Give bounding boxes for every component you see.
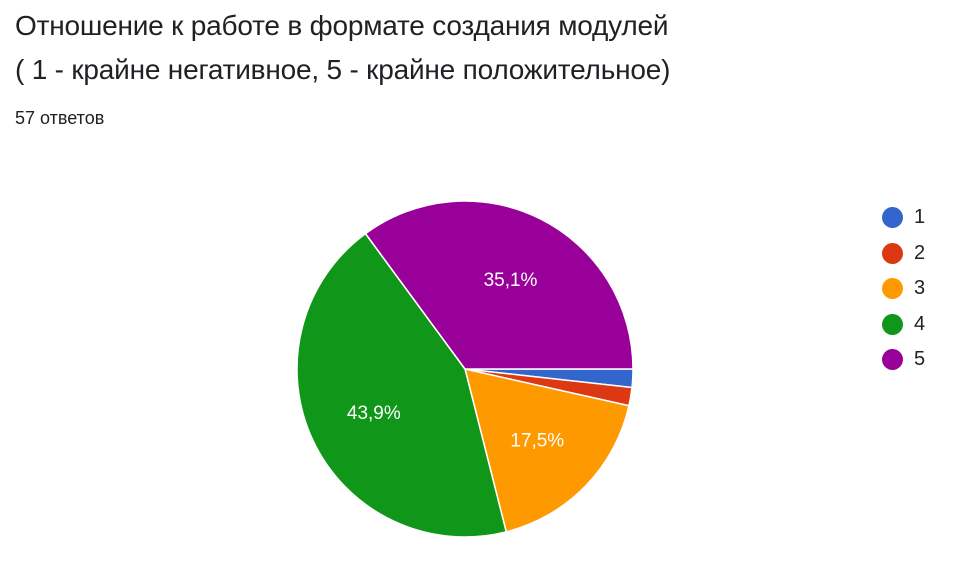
legend-dot-icon [882,207,903,229]
legend-item-4[interactable]: 4 [882,307,925,343]
pie-slice-5[interactable] [364,200,634,370]
pie-slice-3[interactable] [463,368,630,533]
legend-item-5[interactable]: 5 [882,342,925,378]
legend-item-1[interactable]: 1 [882,200,925,236]
legend-dot-icon [882,242,903,264]
title-line-1: Отношение к работе в формате создания мо… [15,10,669,41]
slice-label-3: 17,5% [510,430,564,451]
title-line-2: ( 1 - крайне негативное, 5 - крайне поло… [15,54,671,85]
legend-dot-icon [882,349,903,371]
pie-slice-4[interactable] [296,232,508,538]
legend-item-3[interactable]: 3 [882,271,925,307]
legend-dot-icon [882,278,903,300]
slice-label-4: 43,9% [347,403,401,424]
legend-dot-icon [882,313,903,335]
chart-title: Отношение к работе в формате создания мо… [15,4,670,92]
legend: 1 2 3 4 5 [882,200,925,378]
slice-label-5: 35,1% [484,270,538,291]
legend-item-2[interactable]: 2 [882,236,925,272]
response-count: 57 ответов [15,108,105,128]
